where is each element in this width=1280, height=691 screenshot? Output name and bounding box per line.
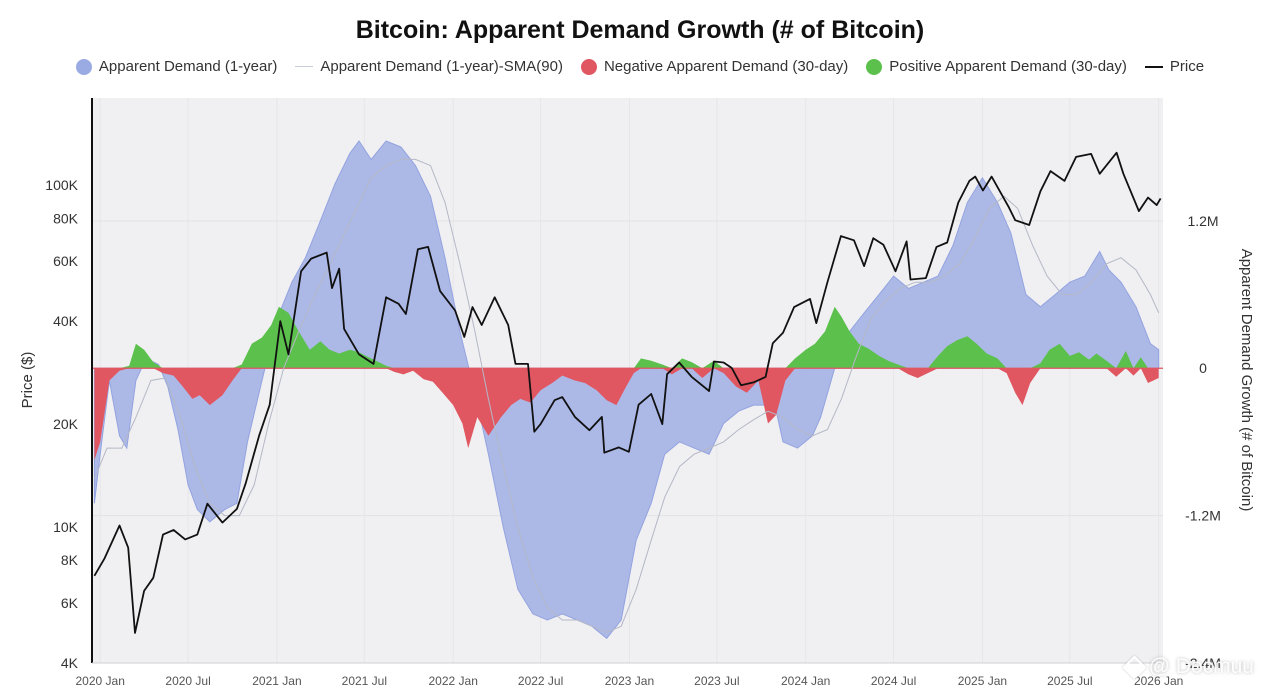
axes: 2020 Jan 2020 Jul 2021 Jan 2021 Jul 2022 Jan… (45, 98, 1221, 688)
legend-item-price[interactable]: Price (1144, 58, 1205, 75)
legend-label: Negative Apparent Demand (30-day) (603, 58, 849, 75)
demand-30d-layer (92, 306, 1163, 461)
legend-swatch-green (866, 58, 883, 75)
x-tick-label: 2024 Jan (781, 674, 830, 688)
price-line-layer (93, 151, 1162, 634)
legend-swatch-red (580, 58, 597, 75)
y-left-tick-label: 80K (53, 210, 79, 226)
legend-swatch-thin-line (295, 66, 314, 67)
legend-item-positive-demand-30d[interactable]: Positive Apparent Demand (30-day) (866, 58, 1127, 75)
apparent-demand-sma90-line (93, 158, 1160, 633)
y-left-tick-label: 20K (53, 416, 79, 432)
legend-label: Apparent Demand (1-year)-SMA(90) (320, 58, 563, 75)
legend-item-apparent-demand-1y[interactable]: Apparent Demand (1-year) (75, 58, 278, 75)
x-tick-label: 2023 Jan (605, 674, 654, 688)
y-axis-left-label: Price ($) (19, 352, 36, 409)
x-tick-label: 2020 Jul (165, 674, 210, 688)
legend-label: Positive Apparent Demand (30-day) (889, 58, 1127, 75)
positive-apparent-demand-30d (94, 306, 1159, 369)
x-tick-label: 2021 Jul (342, 674, 387, 688)
x-tick-label: 2020 Jan (76, 674, 125, 688)
negative-apparent-demand-30d (94, 368, 1159, 461)
y-left-tick-label: 60K (53, 253, 79, 269)
legend-swatch-blue (75, 58, 92, 75)
watermark-text: @ Docmuu (1148, 655, 1254, 678)
chart-legend: Apparent Demand (1-year) Apparent Demand… (0, 58, 1280, 75)
y-right-tick-label: 1.2M (1187, 213, 1218, 229)
x-tick-label: 2025 Jul (1047, 674, 1092, 688)
price-line (93, 151, 1162, 634)
legend-swatch-black-line (1144, 65, 1163, 68)
sma-line-layer (93, 158, 1160, 633)
y-left-tick-label: 4K (61, 655, 79, 671)
y-right-tick-label: -1.2M (1185, 508, 1221, 524)
watermark-diamond-icon (1122, 654, 1147, 680)
y-left-tick-label: 6K (61, 595, 79, 611)
y-left-tick-label: 8K (61, 552, 79, 568)
y-axis-right-label: Apparent Demand Growth (# of Bitcoin) (1238, 249, 1255, 512)
y-left-tick-label: 10K (53, 519, 79, 535)
x-tick-label: 2022 Jan (428, 674, 477, 688)
x-tick-label: 2021 Jan (252, 674, 301, 688)
legend-item-negative-demand-30d[interactable]: Negative Apparent Demand (30-day) (580, 58, 849, 75)
watermark: @ Docmuu (1122, 654, 1254, 680)
x-tick-label: 2022 Jul (518, 674, 563, 688)
legend-item-apparent-demand-sma90[interactable]: Apparent Demand (1-year)-SMA(90) (295, 58, 563, 75)
x-tick-label: 2025 Jan (958, 674, 1007, 688)
y-right-tick-label: 0 (1199, 360, 1207, 376)
chart-title: Bitcoin: Apparent Demand Growth (# of Bi… (355, 16, 925, 44)
legend-label: Price (1169, 58, 1205, 75)
y-left-tick-label: 40K (53, 313, 79, 329)
y-right-tick-label: -2.4M (1185, 655, 1221, 671)
y-left-tick-label: 100K (45, 177, 78, 193)
x-tick-label: 2026 Jan (1134, 674, 1183, 688)
x-tick-label: 2024 Jul (871, 674, 916, 688)
x-tick-label: 2023 Jul (694, 674, 739, 688)
legend-label: Apparent Demand (1-year) (98, 58, 278, 75)
